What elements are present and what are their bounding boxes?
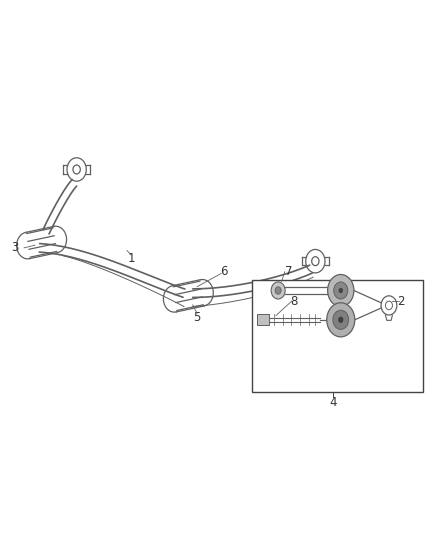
Circle shape	[271, 282, 285, 299]
Text: 5: 5	[194, 311, 201, 324]
Text: 6: 6	[219, 265, 227, 278]
Circle shape	[339, 288, 343, 293]
Bar	[252, 280, 423, 392]
Circle shape	[328, 274, 354, 306]
Circle shape	[338, 317, 343, 323]
Text: 4: 4	[329, 396, 337, 409]
Circle shape	[334, 282, 348, 299]
Text: 1: 1	[127, 252, 135, 265]
Circle shape	[333, 310, 349, 329]
Bar	[257, 314, 269, 325]
Circle shape	[327, 303, 355, 337]
Text: 8: 8	[290, 295, 297, 308]
Circle shape	[275, 287, 281, 294]
Text: 7: 7	[285, 265, 293, 278]
Text: 3: 3	[12, 241, 19, 254]
Text: 2: 2	[397, 295, 405, 308]
